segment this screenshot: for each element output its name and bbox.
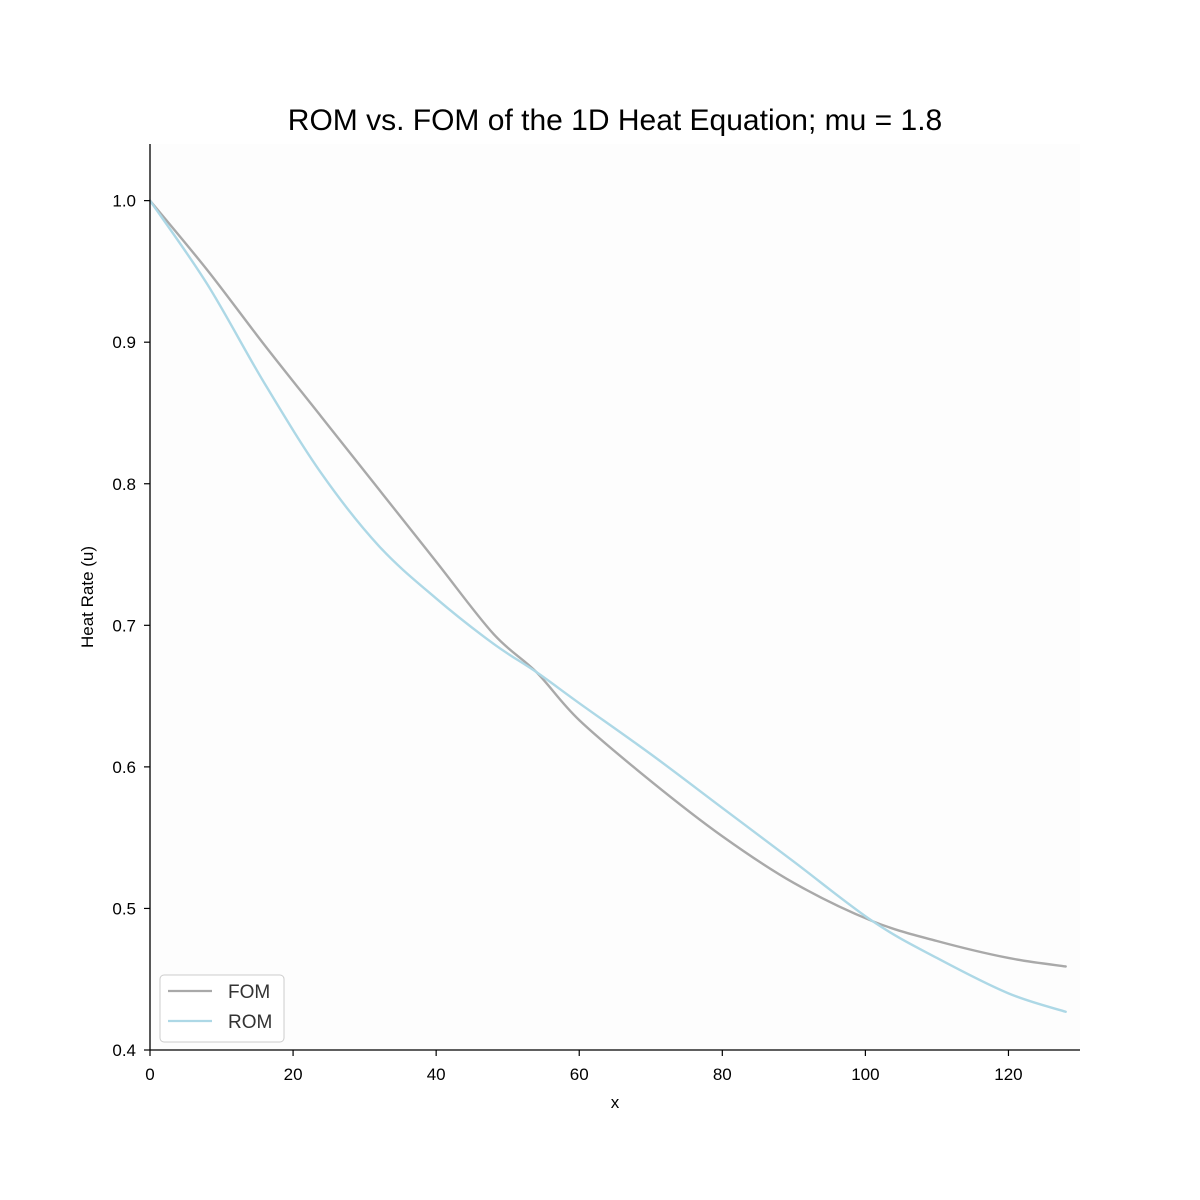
x-tick-label: 0 <box>145 1065 154 1084</box>
x-tick-label: 20 <box>284 1065 303 1084</box>
x-tick-label: 100 <box>851 1065 879 1084</box>
series-line-rom <box>148 199 1067 1013</box>
y-axis-ticks: 0.4 0.5 0.6 0.7 0.8 0.9 1.0 <box>112 192 150 1060</box>
y-tick-label: 0.9 <box>112 333 136 352</box>
x-tick-label: 40 <box>427 1065 446 1084</box>
legend-rom-label: ROM <box>228 1012 272 1033</box>
legend: FOM ROM <box>159 974 285 1043</box>
x-tick-label: 120 <box>994 1065 1022 1084</box>
x-tick-label: 60 <box>570 1065 589 1084</box>
chart-title: ROM vs. FOM of the 1D Heat Equation; mu … <box>288 104 942 137</box>
y-tick-label: 1.0 <box>112 192 136 211</box>
y-tick-label: 0.7 <box>112 616 136 635</box>
plot-area <box>150 144 1080 1050</box>
y-tick-label: 0.4 <box>112 1041 136 1060</box>
y-tick-label: 0.5 <box>112 899 136 918</box>
series-layer <box>148 199 1067 1013</box>
y-tick-label: 0.8 <box>112 475 136 494</box>
x-axis-label: x <box>611 1093 620 1112</box>
x-axis-ticks: 0 20 40 60 80 100 120 <box>145 1050 1023 1084</box>
x-tick-label: 80 <box>713 1065 732 1084</box>
y-axis-label: Heat Rate (u) <box>78 546 97 648</box>
y-tick-label: 0.6 <box>112 758 136 777</box>
series-line-fom <box>148 199 1067 968</box>
legend-fom-label: FOM <box>228 982 270 1003</box>
